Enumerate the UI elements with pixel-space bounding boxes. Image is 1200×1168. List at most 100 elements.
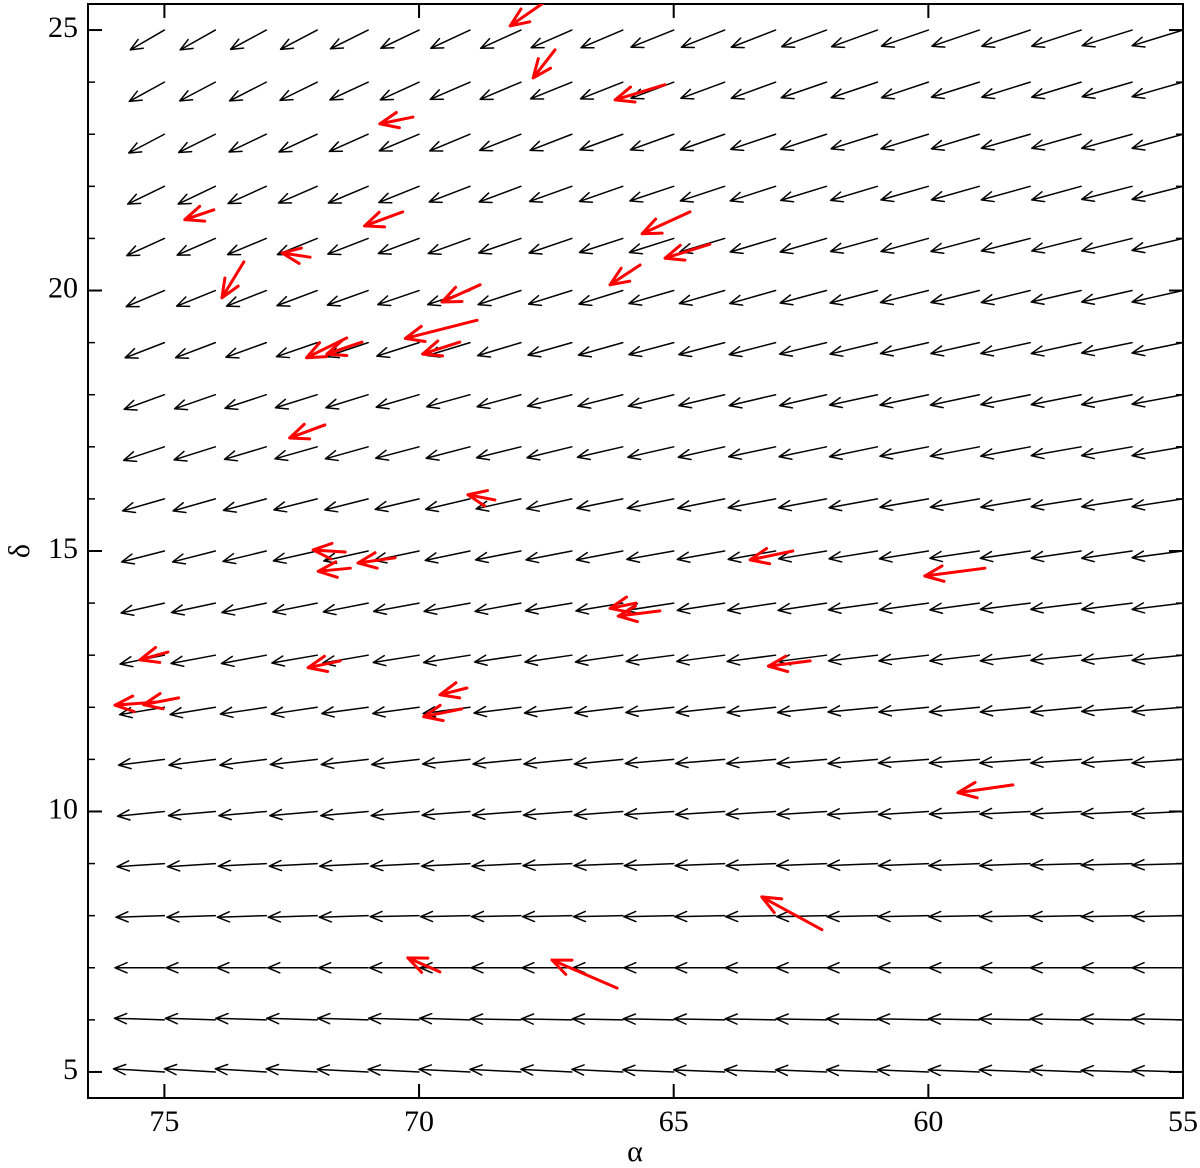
field-arrow xyxy=(726,654,777,666)
field-arrow xyxy=(827,705,879,717)
field-arrow xyxy=(367,1012,420,1025)
field-arrow xyxy=(980,289,1031,306)
field-arrow xyxy=(524,654,573,667)
vector-arrow xyxy=(316,560,352,579)
field-arrow xyxy=(129,29,166,51)
field-arrow xyxy=(127,133,166,154)
field-arrow xyxy=(324,446,369,462)
field-arrow xyxy=(124,341,166,359)
field-arrow xyxy=(374,498,420,513)
field-arrow xyxy=(471,859,522,872)
field-arrow xyxy=(177,133,217,154)
field-arrow xyxy=(418,1064,471,1076)
field-arrow xyxy=(1029,705,1082,717)
vector-arrow xyxy=(280,246,312,265)
field-arrow xyxy=(418,1012,471,1025)
field-arrow xyxy=(573,859,624,871)
field-arrow xyxy=(1131,498,1183,511)
field-arrow xyxy=(828,550,879,563)
field-arrow xyxy=(928,961,981,974)
field-arrow xyxy=(826,910,879,923)
vector-arrow xyxy=(663,242,712,262)
field-arrow xyxy=(1030,29,1082,49)
field-arrow xyxy=(476,393,522,410)
field-arrow xyxy=(725,808,777,820)
vector-arrow xyxy=(220,260,246,300)
field-arrow xyxy=(1131,756,1183,768)
field-arrow xyxy=(267,961,318,974)
field-arrow xyxy=(328,133,369,153)
field-arrow xyxy=(1030,237,1082,254)
field-arrow xyxy=(269,808,318,821)
field-arrow xyxy=(779,185,828,203)
field-arrow xyxy=(1080,237,1133,254)
field-arrow xyxy=(223,446,268,462)
field-arrow xyxy=(120,602,166,617)
field-arrow xyxy=(774,1064,828,1077)
field-arrow xyxy=(424,550,471,564)
field-arrow xyxy=(380,29,420,50)
field-arrow xyxy=(116,860,166,872)
field-arrow xyxy=(578,237,624,255)
field-arrow xyxy=(930,185,981,203)
y-tick-label: 25 xyxy=(48,11,78,44)
field-arrow xyxy=(473,654,522,666)
field-arrow xyxy=(266,1012,318,1025)
vector-arrow xyxy=(616,604,662,624)
field-arrow xyxy=(219,757,268,770)
field-arrow xyxy=(1030,185,1082,203)
field-arrow xyxy=(1029,961,1082,974)
field-arrow xyxy=(476,341,522,358)
field-arrow xyxy=(530,29,573,49)
field-arrow xyxy=(171,550,217,565)
field-arrow xyxy=(470,961,522,974)
field-arrow xyxy=(425,393,471,410)
field-arrow xyxy=(525,498,573,512)
field-arrow xyxy=(928,859,981,871)
field-arrow xyxy=(1080,498,1133,511)
field-arrow xyxy=(928,705,981,717)
plot-frame xyxy=(87,3,1184,1099)
field-arrow xyxy=(327,237,369,256)
field-arrow xyxy=(577,341,624,358)
field-arrow xyxy=(474,602,522,616)
field-arrow xyxy=(778,446,828,460)
field-arrow xyxy=(929,550,981,563)
field-arrow xyxy=(1131,1064,1183,1077)
x-tick-label: 70 xyxy=(404,1105,434,1138)
field-arrow xyxy=(876,1064,930,1077)
field-arrow xyxy=(170,654,217,668)
field-arrow xyxy=(279,81,318,102)
x-tick-label: 75 xyxy=(149,1105,179,1138)
field-arrow xyxy=(1131,653,1183,665)
field-arrow xyxy=(166,911,217,923)
field-arrow xyxy=(529,133,573,152)
field-arrow xyxy=(725,859,777,871)
field-arrow xyxy=(477,289,522,307)
field-arrow xyxy=(1080,704,1133,717)
field-arrow xyxy=(572,910,624,923)
field-arrow xyxy=(276,289,318,307)
field-arrow xyxy=(1131,133,1183,151)
field-arrow xyxy=(1030,289,1082,305)
field-arrow xyxy=(878,602,930,614)
field-arrow xyxy=(880,237,930,254)
vector-arrow xyxy=(311,541,347,561)
field-arrow xyxy=(980,393,1031,408)
field-arrow xyxy=(1131,602,1183,614)
field-arrow xyxy=(979,807,1031,820)
field-arrow xyxy=(1131,446,1183,460)
field-arrow xyxy=(826,961,879,974)
field-arrow xyxy=(877,756,930,768)
field-arrow xyxy=(1029,756,1082,768)
field-arrow xyxy=(378,185,420,204)
field-arrow xyxy=(121,498,166,514)
y-tick-label: 10 xyxy=(48,792,78,825)
field-arrow xyxy=(625,654,675,666)
field-arrow xyxy=(826,859,879,871)
field-arrow xyxy=(827,653,879,666)
field-arrow xyxy=(673,1013,726,1025)
field-arrow xyxy=(980,498,1031,511)
field-arrow xyxy=(168,757,217,770)
field-arrow xyxy=(274,393,318,410)
